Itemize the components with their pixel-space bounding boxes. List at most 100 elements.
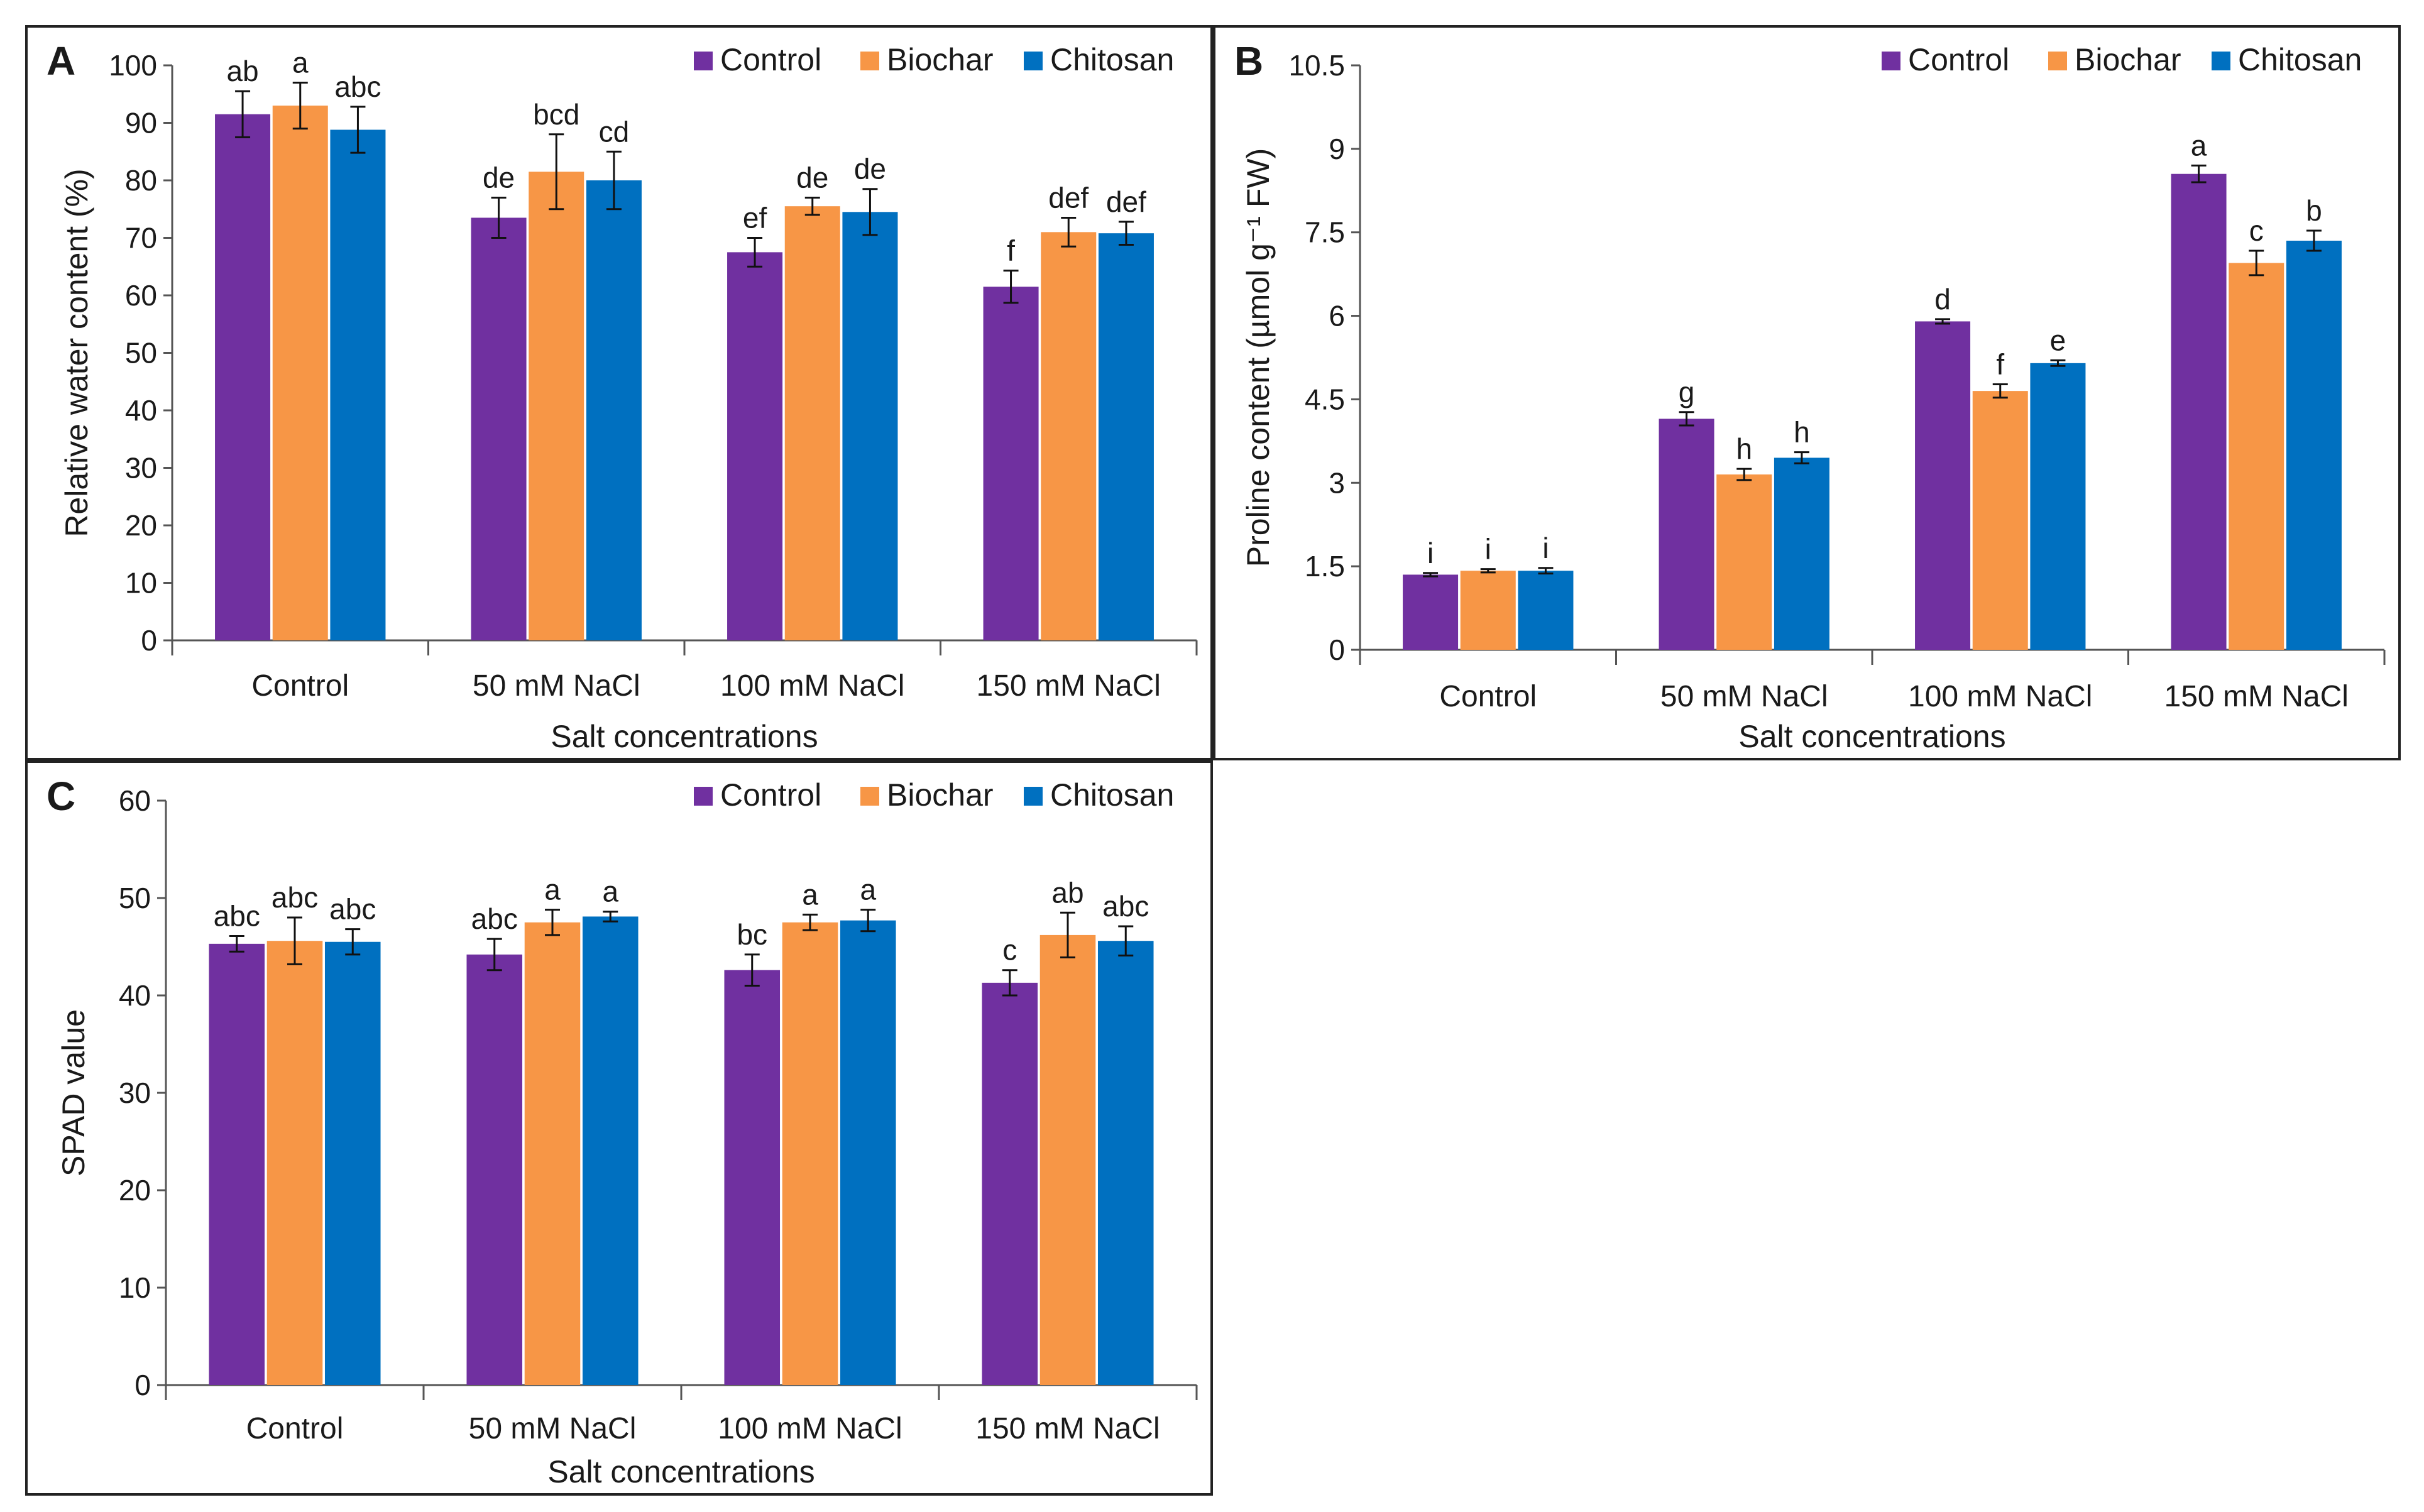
- legend-label-control: Control: [1908, 42, 2009, 77]
- bar-biochar-150-mm-nacl: [2229, 263, 2284, 650]
- bar-chitosan-150-mm-nacl: [1097, 941, 1154, 1385]
- legend-swatch-chitosan: [2212, 52, 2230, 70]
- bar-chitosan-100-mm-nacl: [2030, 363, 2086, 650]
- x-tick-label-100-mm-nacl: 100 mM NaCl: [720, 669, 904, 703]
- significance-letter: bc: [737, 918, 767, 951]
- significance-letter: def: [1106, 185, 1146, 218]
- y-tick-label: 90: [125, 107, 157, 140]
- legend-swatch-chitosan: [1024, 52, 1043, 70]
- bar-biochar-50-mm-nacl: [529, 172, 584, 640]
- bar-chitosan-150-mm-nacl: [2286, 241, 2342, 650]
- x-tick-label-150-mm-nacl: 150 mM NaCl: [2164, 680, 2349, 713]
- legend-swatch-control: [1882, 52, 1900, 70]
- legend-label-chitosan: Chitosan: [1050, 777, 1174, 813]
- significance-letter: cd: [599, 115, 630, 148]
- y-tick-label: 20: [119, 1174, 151, 1207]
- legend-swatch-control: [694, 787, 713, 806]
- y-tick-label: 30: [125, 452, 157, 485]
- significance-letter: h: [1736, 432, 1752, 465]
- x-tick-label-150-mm-nacl: 150 mM NaCl: [975, 1412, 1160, 1445]
- legend-label-biochar: Biochar: [887, 777, 994, 813]
- panel-b: B 0 1.5 3 4.5 6 7.5 9 10.5 Control 50 mM NaCl 100 m…: [1213, 25, 2401, 760]
- bar-biochar-control: [266, 941, 323, 1385]
- bar-biochar-100-mm-nacl: [782, 922, 838, 1385]
- y-tick-label: 3: [1329, 466, 1345, 499]
- bar-biochar-50-mm-nacl: [1716, 474, 1772, 650]
- x-tick-label-control: Control: [251, 669, 349, 703]
- y-tick-label: 0: [141, 624, 157, 657]
- significance-letter: e: [2050, 324, 2066, 356]
- bar-biochar-control: [1460, 571, 1516, 650]
- bar-biochar-150-mm-nacl: [1039, 934, 1096, 1385]
- significance-letter: h: [1794, 416, 1810, 449]
- x-axis-title: Salt concentrations: [551, 719, 818, 754]
- legend-swatch-biochar: [2048, 52, 2067, 70]
- bar-control-50-mm-nacl: [466, 954, 523, 1385]
- x-tick-label-100-mm-nacl: 100 mM NaCl: [1908, 680, 2092, 713]
- significance-letter: abc: [271, 881, 318, 914]
- y-tick-label: 50: [119, 882, 151, 914]
- x-tick-label-50-mm-nacl: 50 mM NaCl: [469, 1412, 637, 1445]
- bar-chitosan-150-mm-nacl: [1098, 233, 1154, 640]
- bar-chitosan-50-mm-nacl: [586, 180, 642, 640]
- significance-letter: i: [1542, 532, 1549, 564]
- y-tick-label: 1.5: [1305, 550, 1345, 583]
- y-tick-label: 70: [125, 222, 157, 255]
- significance-letter: a: [860, 874, 876, 906]
- y-tick-label: 9: [1329, 133, 1345, 165]
- bar-chitosan-control: [1518, 571, 1574, 650]
- significance-letter: bcd: [533, 98, 579, 131]
- x-tick-label-control: Control: [246, 1412, 344, 1445]
- legend-swatch-chitosan: [1024, 787, 1043, 806]
- y-tick-label: 40: [119, 979, 151, 1012]
- bar-control-100-mm-nacl: [727, 252, 783, 640]
- bar-chitosan-100-mm-nacl: [840, 920, 896, 1385]
- significance-letter: a: [802, 878, 818, 911]
- significance-letter: ef: [743, 202, 767, 234]
- legend-label-chitosan: Chitosan: [2238, 42, 2362, 77]
- bar-biochar-50-mm-nacl: [524, 922, 581, 1385]
- y-tick-label: 80: [125, 164, 157, 197]
- y-tick-label: 6: [1329, 300, 1345, 332]
- significance-letter: de: [483, 161, 515, 194]
- significance-letter: f: [1007, 234, 1015, 267]
- significance-letter: ab: [1051, 876, 1083, 909]
- significance-letter: a: [2191, 129, 2207, 162]
- significance-letter: c: [2249, 214, 2264, 247]
- bar-chitosan-control: [330, 129, 386, 641]
- significance-letter: g: [1679, 376, 1695, 408]
- y-tick-label: 0: [1329, 633, 1345, 666]
- bar-biochar-100-mm-nacl: [1972, 391, 2028, 650]
- bar-control-150-mm-nacl: [982, 982, 1038, 1385]
- y-axis-title: Relative water content (%): [59, 168, 94, 537]
- significance-letter: abc: [1102, 890, 1149, 923]
- significance-letter: d: [1934, 283, 1951, 315]
- y-tick-label: 0: [134, 1369, 151, 1401]
- bar-control-100-mm-nacl: [1915, 321, 1971, 650]
- y-tick-label: 100: [109, 49, 157, 82]
- panel-label: A: [47, 38, 75, 84]
- bar-control-control: [1403, 574, 1459, 650]
- y-axis-title: Proline content (µmol g⁻¹ FW): [1241, 148, 1276, 567]
- legend-label-biochar: Biochar: [2075, 42, 2181, 77]
- significance-letter: b: [2306, 194, 2322, 227]
- significance-letter: c: [1002, 934, 1017, 967]
- panel-label: C: [47, 774, 75, 819]
- y-tick-label: 20: [125, 509, 157, 542]
- y-axis-title: SPAD value: [56, 1009, 91, 1176]
- panel-c: C 0 10 20 30 40 50 60 Control 50 mM NaCl 100 mM Na…: [25, 760, 1213, 1496]
- significance-letter: abc: [214, 899, 260, 932]
- y-tick-label: 10: [119, 1271, 151, 1304]
- x-tick-label-150-mm-nacl: 150 mM NaCl: [977, 669, 1161, 703]
- bar-control-control: [209, 943, 265, 1385]
- significance-letter: abc: [329, 893, 376, 926]
- y-tick-label: 30: [119, 1076, 151, 1109]
- legend-swatch-biochar: [860, 52, 879, 70]
- bar-chitosan-50-mm-nacl: [1774, 457, 1829, 650]
- legend-label-control: Control: [720, 777, 821, 813]
- bar-control-150-mm-nacl: [2171, 173, 2227, 650]
- y-tick-label: 50: [125, 337, 157, 370]
- significance-letter: i: [1427, 537, 1434, 569]
- x-tick-label-50-mm-nacl: 50 mM NaCl: [1660, 680, 1828, 713]
- y-tick-label: 7.5: [1305, 216, 1345, 249]
